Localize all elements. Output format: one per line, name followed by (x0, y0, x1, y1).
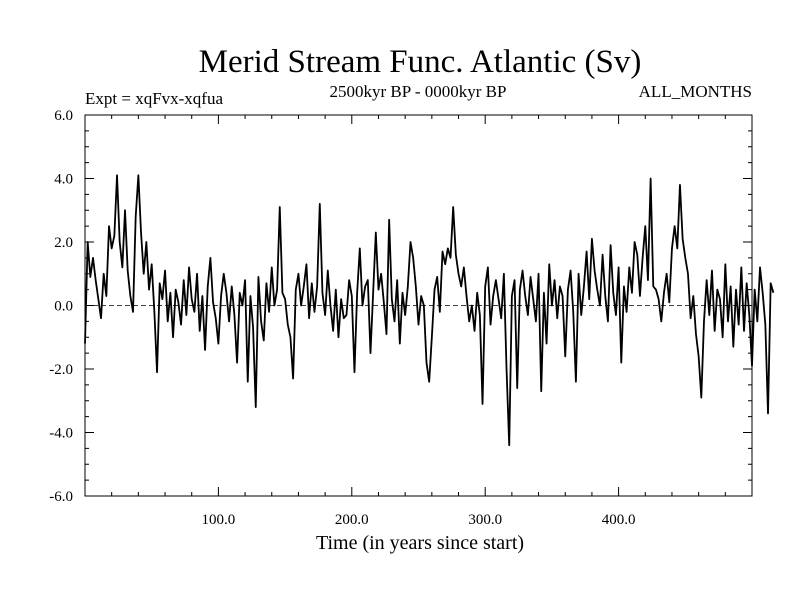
chart-subtitle-right: ALL_MONTHS (639, 82, 752, 101)
x-tick-label: 400.0 (602, 512, 636, 528)
chart-subtitle-left: Expt = xqFvx-xqfua (85, 89, 223, 108)
series-line (84, 174, 775, 447)
y-tick-label: -6.0 (49, 489, 73, 505)
plot-area: -6.0 -4.0 -2.0 0.0 2.0 4.0 6.0 100.0 200.0 300.0 4… (49, 108, 775, 528)
y-tick-label: 4.0 (54, 172, 73, 188)
chart-title: Merid Stream Func. Atlantic (Sv) (199, 44, 642, 80)
x-axis-label: Time (in years since start) (316, 532, 524, 554)
y-tick-label: -2.0 (49, 362, 73, 378)
y-tick-label: 2.0 (54, 235, 73, 251)
x-tick-label: 200.0 (335, 512, 369, 528)
y-tick-label: 0.0 (54, 299, 73, 315)
y-tick-label: 6.0 (54, 108, 73, 124)
x-tick-label: 300.0 (468, 512, 502, 528)
x-tick-label: 100.0 (202, 512, 236, 528)
chart-subtitle-center: 2500kyr BP - 0000kyr BP (330, 82, 507, 101)
y-tick-label: -4.0 (49, 426, 73, 442)
